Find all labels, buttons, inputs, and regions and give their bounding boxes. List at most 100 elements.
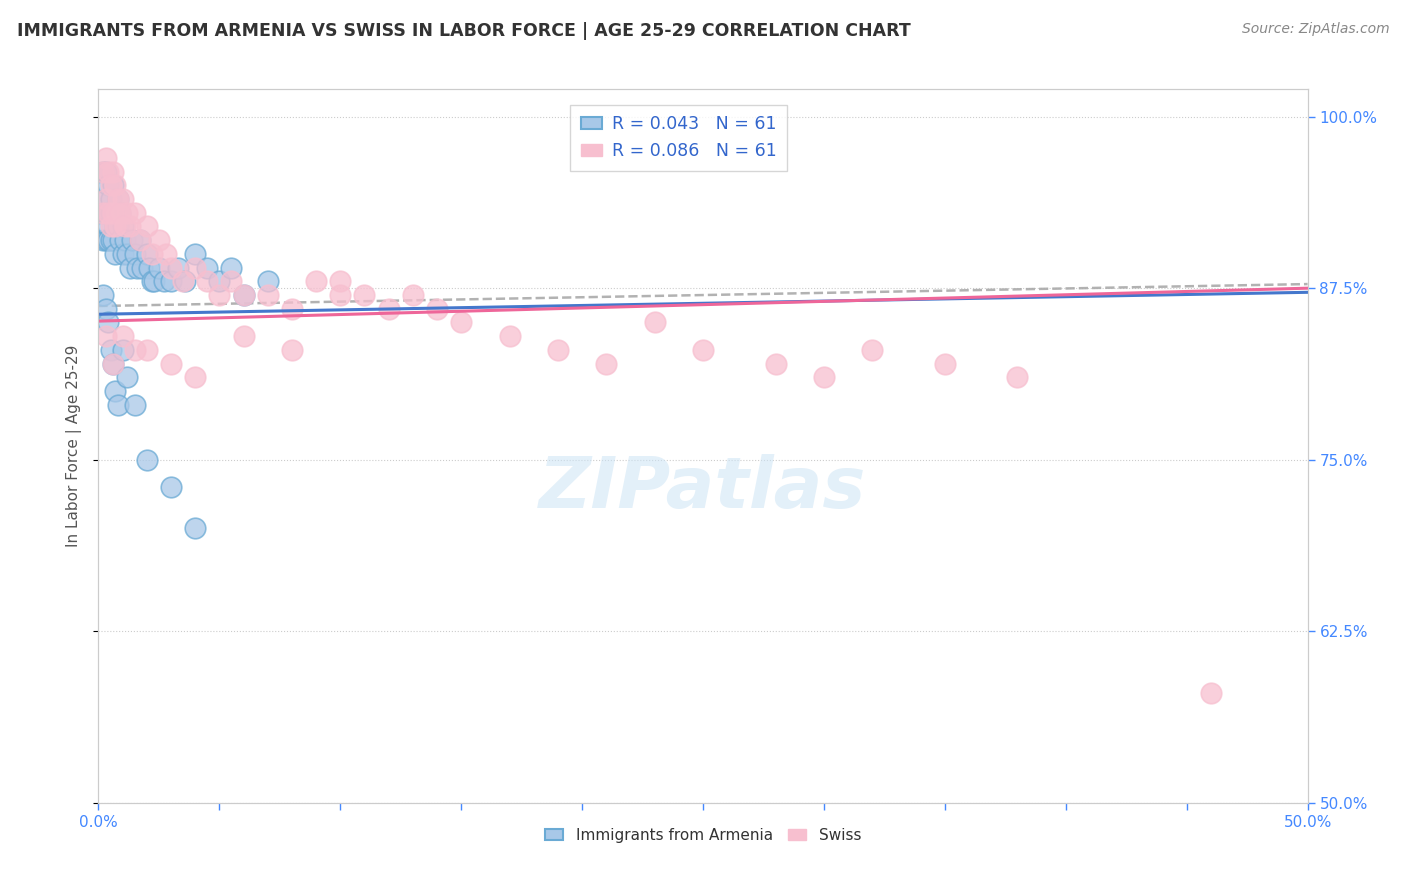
- Text: IMMIGRANTS FROM ARMENIA VS SWISS IN LABOR FORCE | AGE 25-29 CORRELATION CHART: IMMIGRANTS FROM ARMENIA VS SWISS IN LABO…: [17, 22, 911, 40]
- Point: [97, 178, 120, 193]
- Point: [426, 301, 449, 316]
- Point: [143, 274, 166, 288]
- Point: [221, 274, 243, 288]
- Point: [128, 233, 150, 247]
- Text: ZIPatlas: ZIPatlas: [540, 454, 866, 524]
- Point: [1007, 370, 1029, 384]
- Point: [174, 274, 197, 288]
- Point: [934, 357, 956, 371]
- Point: [160, 260, 183, 275]
- Point: [104, 219, 127, 234]
- Point: [104, 247, 127, 261]
- Point: [124, 247, 146, 261]
- Point: [121, 233, 143, 247]
- Point: [232, 329, 254, 343]
- Point: [172, 274, 194, 288]
- Point: [101, 205, 124, 219]
- Point: [281, 343, 304, 357]
- Legend: Immigrants from Armenia, Swiss: Immigrants from Armenia, Swiss: [538, 822, 868, 848]
- Point: [232, 288, 254, 302]
- Point: [402, 288, 425, 302]
- Point: [114, 233, 136, 247]
- Point: [117, 370, 139, 384]
- Point: [97, 205, 120, 219]
- Point: [104, 178, 127, 193]
- Point: [100, 178, 122, 193]
- Point: [107, 219, 129, 234]
- Point: [94, 192, 117, 206]
- Point: [104, 219, 127, 234]
- Point: [692, 343, 714, 357]
- Point: [232, 288, 254, 302]
- Point: [100, 192, 122, 206]
- Point: [117, 247, 139, 261]
- Point: [160, 274, 183, 288]
- Point: [221, 260, 243, 275]
- Point: [107, 192, 129, 206]
- Point: [101, 205, 124, 219]
- Point: [148, 260, 170, 275]
- Point: [101, 178, 124, 193]
- Point: [94, 192, 117, 206]
- Point: [195, 274, 218, 288]
- Point: [329, 274, 352, 288]
- Point: [547, 343, 569, 357]
- Point: [97, 316, 120, 330]
- Point: [138, 260, 160, 275]
- Point: [184, 521, 207, 535]
- Point: [101, 357, 124, 371]
- Point: [141, 274, 163, 288]
- Point: [765, 357, 787, 371]
- Point: [108, 233, 131, 247]
- Point: [184, 370, 207, 384]
- Point: [329, 288, 352, 302]
- Point: [94, 301, 117, 316]
- Point: [135, 343, 157, 357]
- Point: [111, 329, 134, 343]
- Point: [160, 357, 183, 371]
- Point: [208, 274, 231, 288]
- Point: [450, 316, 472, 330]
- Point: [124, 343, 146, 357]
- Y-axis label: In Labor Force | Age 25-29: In Labor Force | Age 25-29: [66, 345, 83, 547]
- Point: [167, 260, 190, 275]
- Point: [353, 288, 375, 302]
- Point: [860, 343, 883, 357]
- Point: [118, 219, 141, 234]
- Point: [111, 343, 134, 357]
- Point: [97, 219, 120, 234]
- Point: [127, 260, 149, 275]
- Point: [100, 233, 122, 247]
- Point: [108, 205, 131, 219]
- Point: [128, 233, 150, 247]
- Point: [100, 219, 122, 234]
- Point: [91, 205, 114, 219]
- Point: [100, 343, 122, 357]
- Point: [97, 164, 120, 178]
- Point: [813, 370, 835, 384]
- Point: [91, 233, 114, 247]
- Point: [104, 205, 127, 219]
- Point: [152, 274, 174, 288]
- Point: [155, 247, 177, 261]
- Point: [148, 233, 170, 247]
- Point: [184, 260, 207, 275]
- Point: [281, 301, 304, 316]
- Point: [118, 260, 141, 275]
- Point: [97, 233, 120, 247]
- Point: [94, 233, 117, 247]
- Point: [305, 274, 328, 288]
- Point: [107, 192, 129, 206]
- Point: [124, 205, 146, 219]
- Text: Source: ZipAtlas.com: Source: ZipAtlas.com: [1241, 22, 1389, 37]
- Point: [644, 316, 666, 330]
- Point: [135, 452, 157, 467]
- Point: [498, 329, 520, 343]
- Point: [107, 398, 129, 412]
- Point: [94, 151, 117, 165]
- Point: [101, 357, 124, 371]
- Point: [135, 219, 157, 234]
- Point: [208, 288, 231, 302]
- Point: [97, 205, 120, 219]
- Point: [91, 288, 114, 302]
